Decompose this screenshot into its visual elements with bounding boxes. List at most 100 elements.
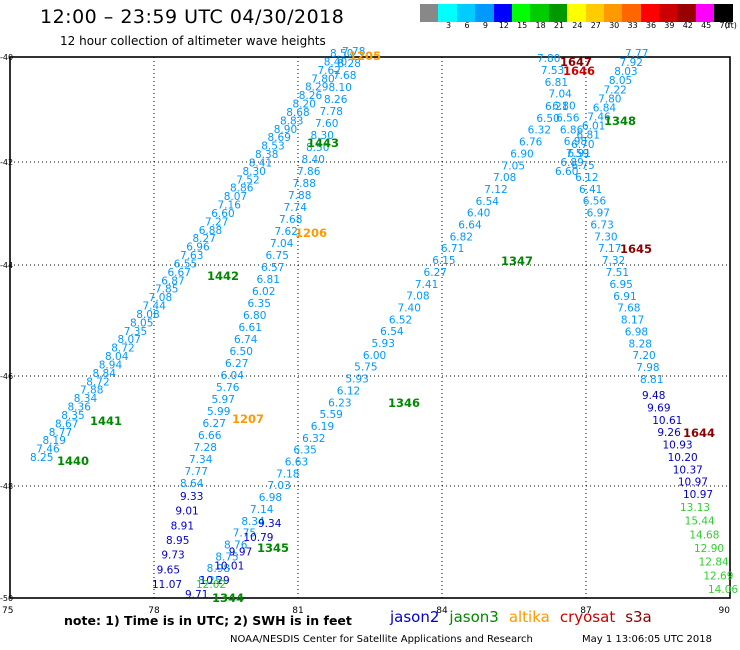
legend-label: 24	[572, 21, 583, 30]
wave-height-reading: 6.32	[528, 125, 551, 137]
legend-swatch	[475, 4, 494, 22]
legend-swatch	[420, 4, 439, 22]
legend-swatch	[714, 4, 733, 22]
wave-height-reading: 7.27	[205, 216, 228, 228]
wave-height-reading: 6.90	[510, 148, 533, 160]
wave-height-reading: 7.59	[566, 148, 589, 160]
wave-height-reading: 6.27	[203, 418, 226, 430]
satellite-legend: jason2 jason3 altika cryosat s3a	[390, 608, 662, 626]
satellite-legend-s3a: s3a	[625, 608, 652, 626]
satellite-track: 7.777.928.038.057.227.806.847.466.016.81…	[555, 48, 648, 178]
legend-swatch	[438, 4, 457, 22]
wave-height-reading: 8.50	[306, 142, 329, 154]
wave-height-reading: 8.36	[68, 402, 92, 414]
wave-height-reading: 6.01	[582, 121, 605, 133]
wave-height-reading: 5.75	[354, 362, 377, 374]
wave-height-reading: 8.53	[261, 141, 284, 153]
wave-height-reading: 12.90	[694, 543, 724, 555]
wave-height-reading: 6.87	[161, 275, 184, 287]
pass-time-label: 1440	[57, 454, 89, 468]
wave-height-reading: 7.08	[493, 172, 516, 184]
wave-height-reading: 8.03	[614, 66, 637, 78]
legend-label: 21	[553, 21, 565, 30]
wave-height-reading: 6.81	[577, 130, 600, 142]
x-tick-label: 87	[580, 606, 591, 616]
wave-height-reading: 6.96	[186, 242, 210, 254]
wave-height-reading: 7.77	[625, 48, 648, 60]
legend-label: 45	[701, 21, 712, 30]
wave-height-reading: 7.04	[270, 238, 294, 250]
wave-height-reading: 8.19	[43, 435, 66, 447]
legend-swatch	[585, 4, 604, 22]
wave-height-reading: 7.88	[293, 178, 316, 190]
wave-height-reading: 6.82	[450, 231, 473, 243]
legend-label: 70	[719, 21, 730, 30]
wave-height-reading: 6.61	[239, 322, 262, 334]
satellite-track: 8.258.988.758.767.758.347.146.987.037.18…	[198, 101, 568, 587]
wave-height-reading: 7.12	[484, 184, 507, 196]
wave-height-reading: 6.60	[555, 166, 578, 178]
wave-height-reading: 6.98	[625, 326, 648, 338]
satellite-legend-altika: altika	[508, 608, 550, 626]
wave-height-reading: 6.19	[311, 421, 334, 433]
wave-height-reading: 5.97	[212, 394, 235, 406]
wave-height-reading: 8.75	[215, 551, 238, 563]
wave-height-reading: 11.07	[152, 579, 182, 591]
y-tick-label: -46	[0, 372, 13, 381]
satellite-track: 12.02	[196, 579, 226, 591]
wave-height-reading: 6.75	[571, 160, 594, 172]
pass-time-label: 1207	[232, 412, 264, 426]
wave-height-reading: 7.22	[603, 84, 626, 96]
wave-height-reading: 6.35	[248, 298, 271, 310]
wave-height-reading: 7.44	[143, 301, 167, 313]
wave-height-reading: 7.92	[620, 57, 643, 69]
wave-height-reading: 7.20	[632, 350, 655, 362]
wave-height-reading: 6.04	[221, 370, 245, 382]
wave-height-reading: 9.97	[229, 546, 252, 558]
satellite-track: 8.647.777.347.286.666.275.995.975.766.04…	[180, 46, 365, 490]
wave-height-reading: 8.83	[280, 115, 303, 127]
wave-height-reading: 6.91	[568, 148, 591, 160]
pass-time-label: 1645	[620, 242, 652, 256]
wave-height-reading: 7.51	[606, 267, 629, 279]
wave-height-reading: 7.77	[185, 466, 208, 478]
wave-height-reading: 8.40	[302, 154, 325, 166]
wave-height-reading: 6.81	[257, 274, 280, 286]
wave-height-reading: 7.78	[342, 46, 365, 58]
wave-height-reading: 13.13	[680, 502, 710, 514]
legend-label: 9	[482, 21, 488, 30]
wave-height-reading: 8.05	[130, 317, 153, 329]
wave-height-reading: 9.26	[657, 427, 681, 439]
wave-height-reading: 8.69	[268, 132, 291, 144]
wave-height-reading: 7.86	[297, 166, 321, 178]
y-tick-label: -40	[0, 53, 13, 62]
satellite-track: 9.489.6910.619.2610.9310.2010.3710.9710.…	[642, 390, 713, 501]
legend-swatch	[677, 4, 696, 22]
wave-height-reading: 8.34	[241, 516, 265, 528]
wave-height-reading: 8.98	[207, 563, 230, 575]
wave-height-reading: 6.71	[441, 243, 464, 255]
wave-height-reading: 8.17	[621, 315, 644, 327]
wave-height-reading: 6.35	[293, 445, 316, 457]
wave-height-reading: 6.86	[560, 124, 584, 136]
wave-height-reading: 7.30	[594, 231, 617, 243]
satellite-track: 11.07 9.65 9.73 8.95 8.91 9.01 9.33	[152, 491, 203, 591]
wave-height-reading: 8.40	[324, 56, 347, 68]
wave-height-reading: 6.84	[593, 102, 617, 114]
wave-height-reading: 7.75	[233, 528, 256, 540]
wave-height-reading: 9.48	[642, 390, 665, 402]
x-tick-label: 81	[292, 606, 303, 616]
wave-height-reading: 6.70	[571, 139, 594, 151]
x-tick-label: 90	[719, 606, 731, 616]
wave-height-reading: 7.14	[250, 504, 274, 516]
wave-height-reading: 6.75	[266, 250, 289, 262]
wave-height-reading: 6.12	[337, 385, 360, 397]
wave-height-reading: 7.62	[275, 226, 298, 238]
wave-height-reading: 6.27	[225, 358, 248, 370]
wave-height-reading: 6.80	[243, 310, 266, 322]
wave-height-reading: 6.67	[168, 267, 191, 279]
wave-height-reading: 7.16	[218, 200, 242, 212]
wave-height-reading: 8.67	[55, 418, 78, 430]
legend-swatch	[493, 4, 512, 22]
